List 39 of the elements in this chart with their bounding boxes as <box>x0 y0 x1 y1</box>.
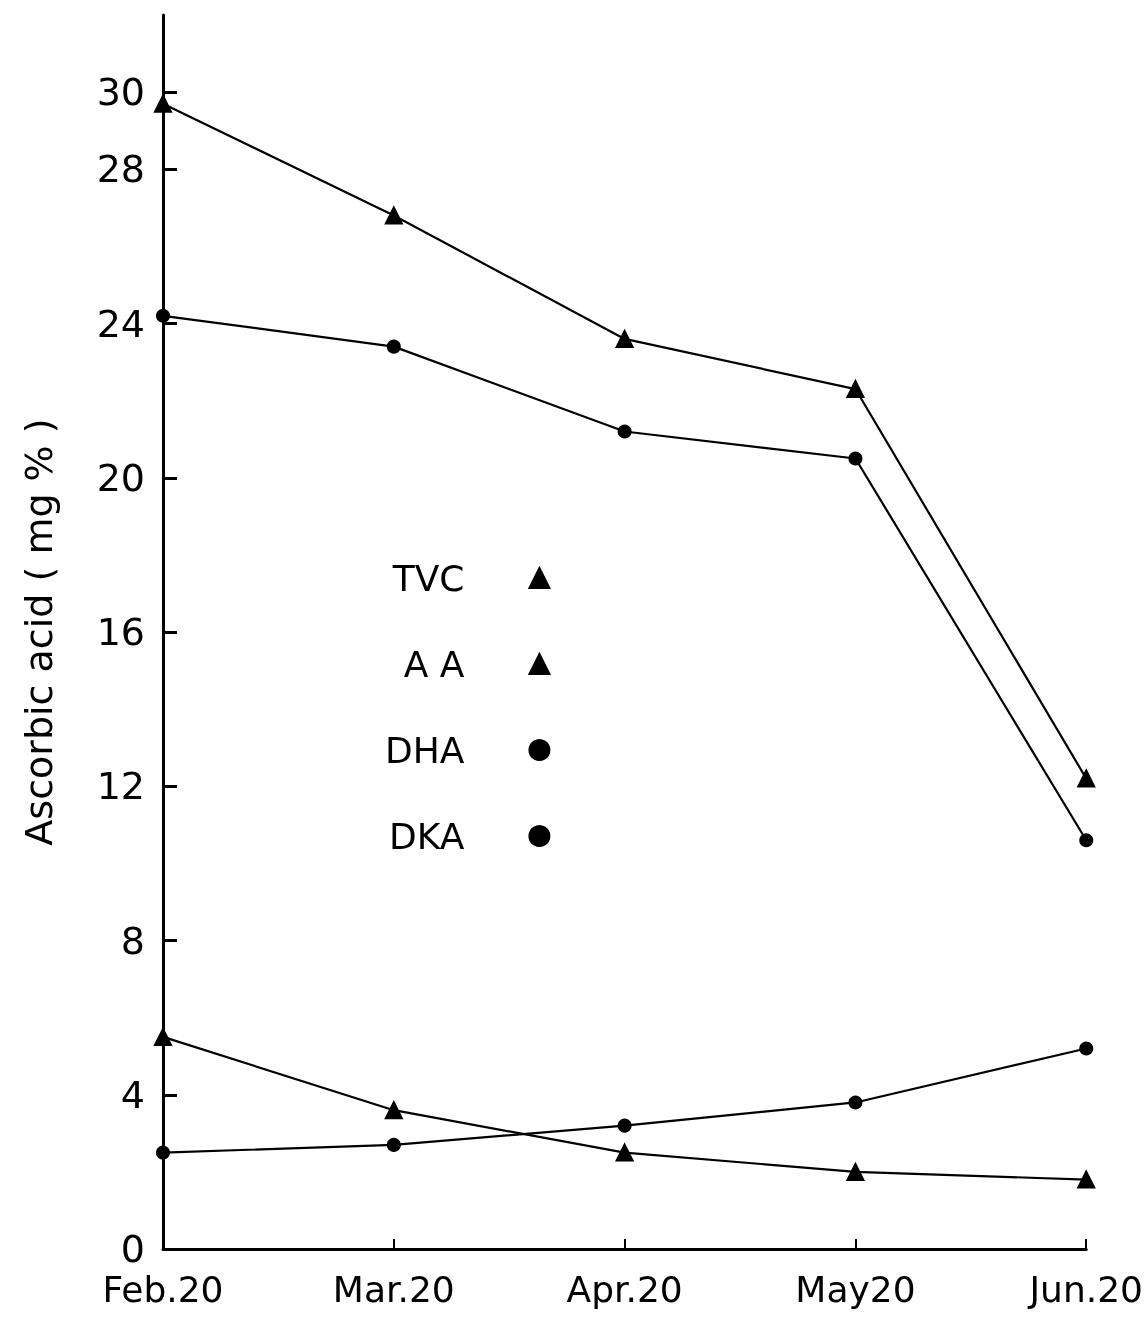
point <box>615 1143 634 1162</box>
point <box>617 1118 632 1133</box>
point <box>1079 1041 1094 1056</box>
point <box>1077 1170 1096 1189</box>
point <box>615 329 634 348</box>
y-tick-label: 20 <box>96 455 145 500</box>
point <box>156 308 170 323</box>
y-tick-label: 0 <box>120 1227 145 1271</box>
legend-label: DHA <box>385 729 465 771</box>
y-tick-label: 28 <box>96 147 145 192</box>
x-tick-label: Apr.20 <box>566 1268 683 1310</box>
point <box>617 424 632 439</box>
legend-label: A A <box>403 643 465 685</box>
point <box>386 1137 401 1152</box>
x-tick-label: Jun.20 <box>1027 1268 1144 1310</box>
point <box>154 94 172 113</box>
point <box>848 1095 863 1110</box>
point <box>156 1145 170 1160</box>
x-tick-label: Mar.20 <box>332 1268 455 1310</box>
y-axis-title: Ascorbic acid ( mg % ) <box>17 418 61 846</box>
point <box>1079 833 1094 848</box>
point <box>384 206 403 225</box>
x-tick-label: May20 <box>795 1268 916 1310</box>
point <box>848 451 863 466</box>
y-tick-label: 4 <box>120 1072 145 1117</box>
y-tick-label: 16 <box>96 610 145 654</box>
y-tick-label: 12 <box>96 764 145 809</box>
point <box>386 339 401 354</box>
y-tick-label: 30 <box>96 70 145 115</box>
legend-label: TVC <box>391 557 465 599</box>
point <box>846 380 865 399</box>
x-tick-label: Feb.20 <box>102 1268 224 1310</box>
point <box>846 1162 865 1181</box>
y-tick-label: 24 <box>96 301 145 346</box>
point <box>384 1101 403 1120</box>
point <box>154 1027 172 1046</box>
point <box>1077 769 1096 788</box>
y-tick-label: 8 <box>120 918 145 963</box>
legend-label: DKA <box>389 815 465 857</box>
